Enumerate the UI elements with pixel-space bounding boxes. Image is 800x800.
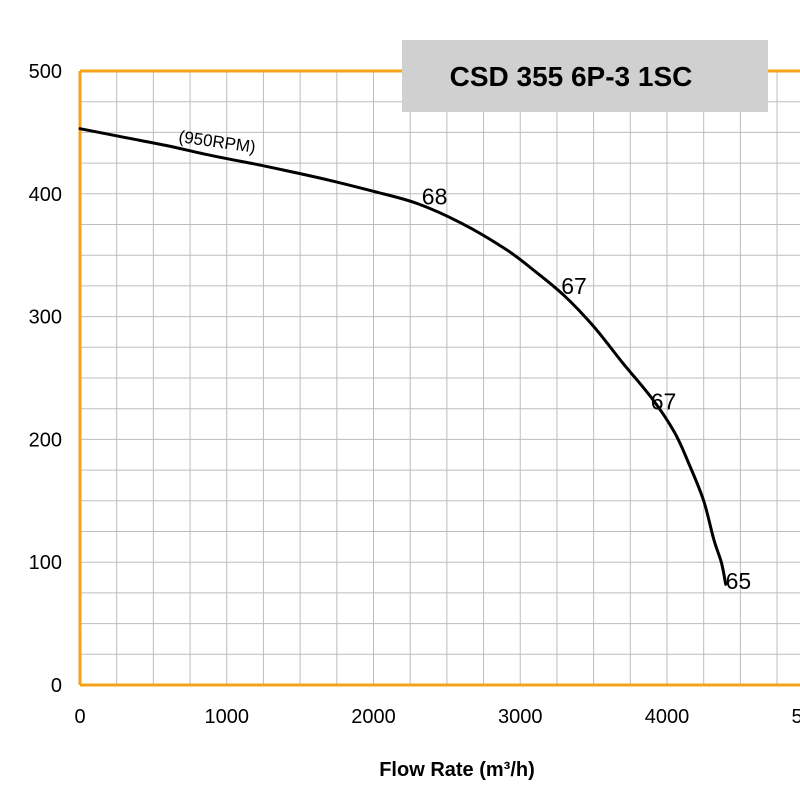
- title-box: [402, 40, 768, 112]
- y-tick-label: 200: [29, 429, 62, 451]
- y-tick-label: 100: [29, 552, 62, 574]
- tick-labels: 0100200300400500010002000300040005000: [29, 61, 800, 728]
- speed-label: (950RPM): [177, 127, 256, 157]
- series-line-0: [78, 127, 728, 586]
- efficiency-label: 67: [651, 388, 677, 414]
- efficiency-labels: 68 67 67 65: [422, 183, 751, 593]
- curve-layer: [78, 127, 728, 586]
- grid-layer: [80, 71, 800, 685]
- y-tick-label: 500: [29, 61, 62, 83]
- x-tick-label: 3000: [498, 706, 543, 728]
- x-tick-label: 2000: [351, 706, 396, 728]
- x-tick-label: 0: [74, 706, 85, 728]
- x-tick-label: 1000: [205, 706, 250, 728]
- x-axis-label: Flow Rate (m³/h): [379, 759, 535, 781]
- x-tick-label: 4000: [645, 706, 690, 728]
- efficiency-label: 67: [561, 273, 587, 299]
- y-tick-label: 0: [51, 675, 62, 697]
- y-tick-label: 400: [29, 184, 62, 206]
- y-tick-label: 300: [29, 307, 62, 329]
- efficiency-label: 65: [726, 568, 752, 594]
- chart-title: CSD 355 6P-3 1SC: [450, 61, 693, 92]
- efficiency-label: 68: [422, 183, 448, 209]
